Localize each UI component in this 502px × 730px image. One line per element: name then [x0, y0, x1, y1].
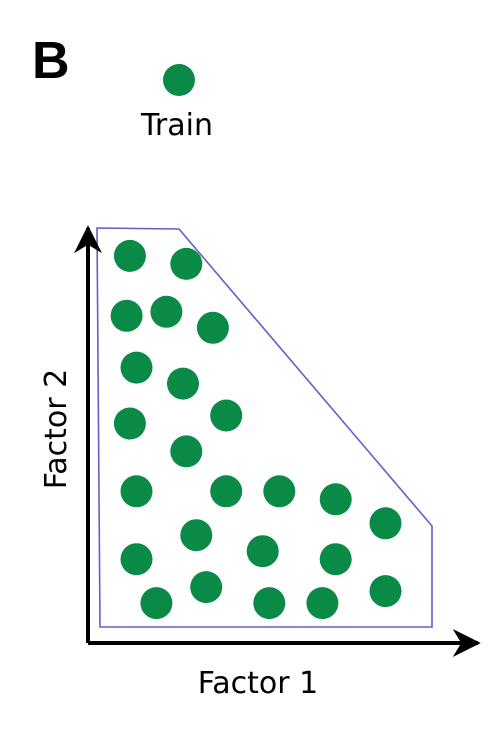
data-point: [196, 311, 229, 344]
data-point: [180, 519, 213, 552]
data-point: [120, 475, 153, 508]
data-point: [113, 407, 146, 440]
data-point: [319, 543, 352, 576]
data-points: [110, 239, 402, 620]
legend-marker: [163, 64, 195, 96]
data-point: [110, 299, 143, 332]
data-point: [120, 543, 153, 576]
data-point: [170, 247, 203, 280]
axes: [74, 225, 481, 657]
panel-label: B: [32, 32, 70, 90]
data-point: [319, 483, 352, 516]
data-point: [253, 587, 286, 620]
legend: Train: [140, 64, 213, 143]
data-point: [210, 399, 243, 432]
data-point: [113, 239, 146, 272]
convex-hull-outline: [96, 227, 433, 628]
legend-label: Train: [140, 108, 213, 143]
data-point: [306, 587, 339, 620]
data-point: [167, 367, 199, 400]
data-point: [246, 535, 279, 568]
y-axis-label: Factor 2: [39, 369, 74, 489]
data-point: [120, 351, 153, 384]
data-point: [170, 435, 203, 468]
data-point: [369, 507, 402, 540]
x-axis-label: Factor 1: [198, 666, 318, 701]
data-point: [369, 575, 402, 608]
data-point: [150, 295, 183, 328]
data-point: [190, 571, 223, 604]
data-point: [263, 475, 296, 508]
data-point: [210, 475, 243, 508]
data-point: [140, 587, 173, 620]
